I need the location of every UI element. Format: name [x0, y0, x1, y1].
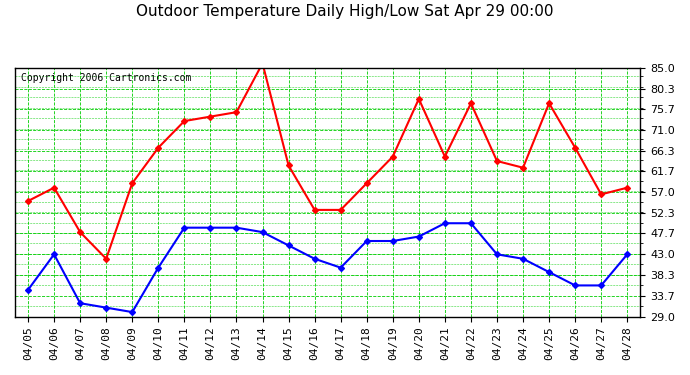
- Text: Outdoor Temperature Daily High/Low Sat Apr 29 00:00: Outdoor Temperature Daily High/Low Sat A…: [136, 4, 554, 19]
- Text: Copyright 2006 Cartronics.com: Copyright 2006 Cartronics.com: [21, 73, 192, 83]
